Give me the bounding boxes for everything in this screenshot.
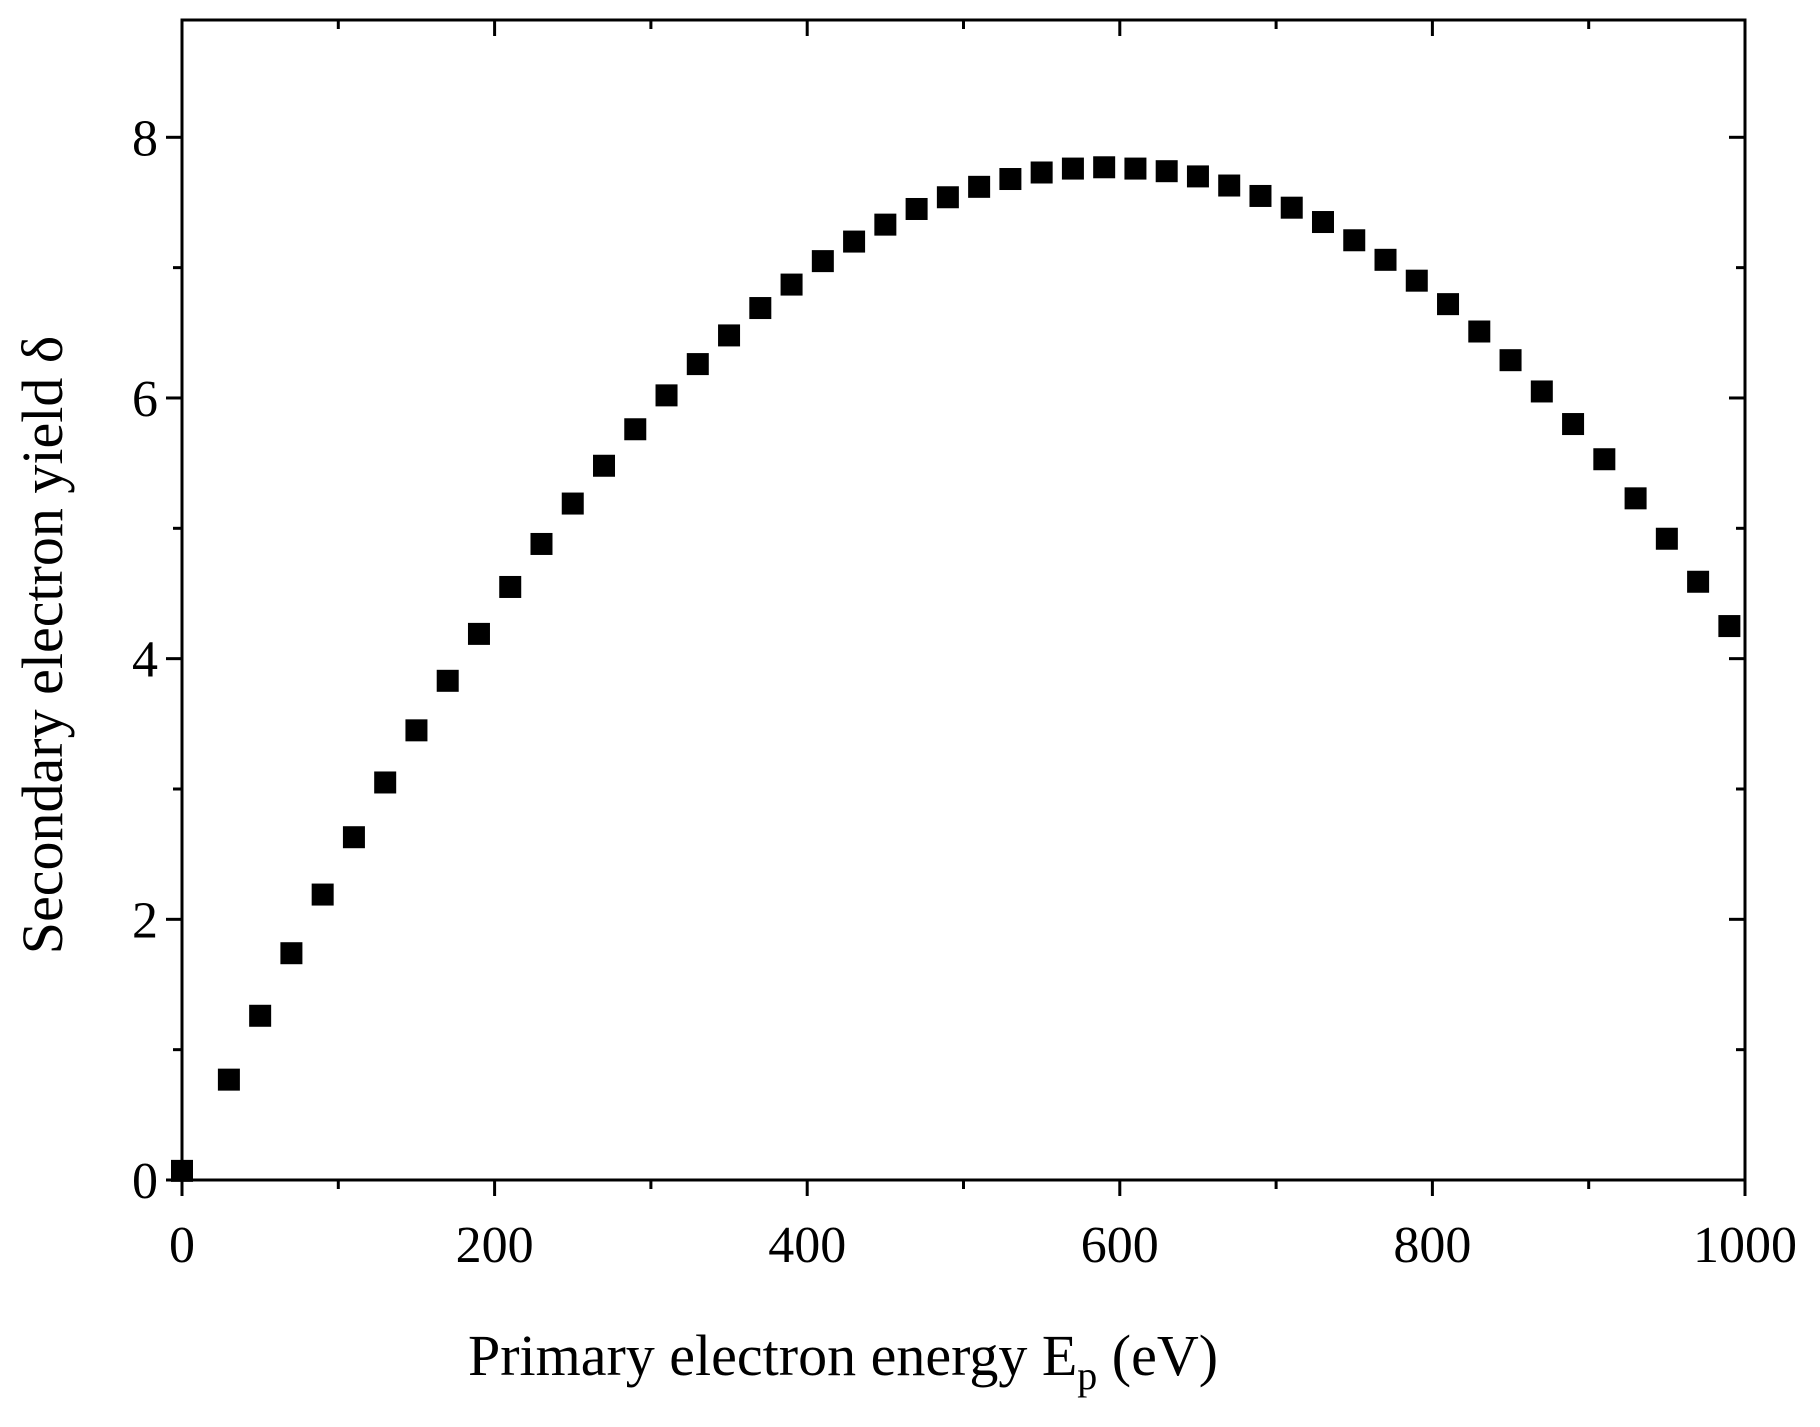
data-point (561, 492, 584, 515)
data-point (249, 1004, 272, 1027)
tick-labels-group: 0 200 400 600 800 1000 0 2 4 6 8 (132, 110, 1797, 1274)
x-tick-label: 0 (169, 1217, 195, 1274)
x-tick-label: 1000 (1693, 1217, 1797, 1274)
data-point (1186, 165, 1209, 188)
data-point (1280, 196, 1303, 219)
data-point (968, 175, 991, 198)
data-point (342, 826, 365, 849)
data-point (749, 297, 772, 320)
data-point (1687, 570, 1710, 593)
data-point (530, 532, 553, 555)
x-axis-label-main: Primary electron energy E (468, 1323, 1077, 1388)
data-point (1343, 229, 1366, 252)
x-axis-label-subscript: p (1077, 1353, 1097, 1398)
data-point (280, 942, 303, 965)
data-point (1218, 174, 1241, 197)
data-point (936, 186, 959, 209)
data-point (1374, 248, 1397, 271)
data-point (1593, 448, 1616, 471)
data-point (1155, 160, 1178, 183)
x-tick-label: 400 (768, 1217, 846, 1274)
data-point (1405, 269, 1428, 292)
data-point (311, 883, 334, 906)
data-point (217, 1068, 240, 1091)
data-point (1624, 487, 1647, 510)
data-points-group (171, 156, 1741, 1182)
data-point (874, 213, 897, 236)
plot-frame-group (180, 18, 1747, 1182)
data-point (624, 418, 647, 441)
data-point (1311, 211, 1334, 234)
y-tick-label: 6 (132, 371, 158, 428)
data-point (374, 771, 397, 794)
plot-frame (180, 18, 1747, 1182)
data-point (1499, 349, 1522, 372)
data-point (1093, 156, 1116, 179)
data-point (1655, 527, 1678, 550)
y-tick-label: 0 (132, 1153, 158, 1210)
data-point (1437, 293, 1460, 316)
data-point (905, 197, 928, 220)
y-axis-label: Secondary electron yield δ (10, 336, 75, 954)
x-axis-label-suffix: (eV) (1097, 1323, 1218, 1388)
data-point (718, 324, 741, 347)
data-point (405, 719, 428, 742)
data-point (593, 454, 616, 477)
data-point (467, 622, 490, 645)
data-point (811, 250, 834, 273)
data-point (1468, 320, 1491, 343)
y-tick-label: 8 (132, 110, 158, 167)
data-point (171, 1159, 193, 1182)
x-tick-label: 200 (456, 1217, 534, 1274)
data-point (655, 384, 678, 407)
data-point (686, 353, 709, 376)
data-point (1562, 413, 1585, 436)
data-point (1530, 380, 1553, 403)
data-point (1124, 157, 1147, 180)
y-tick-label: 4 (132, 632, 158, 689)
x-tick-label: 800 (1393, 1217, 1471, 1274)
data-point (780, 273, 803, 296)
data-point (1718, 615, 1741, 638)
data-point (843, 230, 866, 253)
data-point (1061, 157, 1084, 180)
y-tick-label: 2 (132, 892, 158, 949)
x-axis-label: Primary electron energy Ep (eV) (468, 1323, 1218, 1398)
data-point (436, 669, 459, 692)
data-point (1030, 161, 1053, 184)
data-point (499, 575, 522, 598)
data-point (1249, 184, 1272, 207)
x-tick-label: 600 (1081, 1217, 1159, 1274)
data-point (999, 168, 1022, 191)
